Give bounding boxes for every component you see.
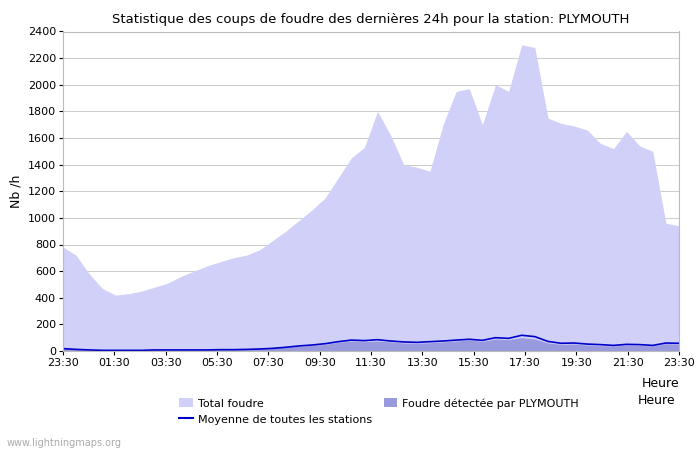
Legend: Total foudre, Moyenne de toutes les stations, Foudre détectée par PLYMOUTH: Total foudre, Moyenne de toutes les stat… <box>179 398 579 425</box>
Y-axis label: Nb /h: Nb /h <box>9 175 22 208</box>
Title: Statistique des coups de foudre des dernières 24h pour la station: PLYMOUTH: Statistique des coups de foudre des dern… <box>112 13 630 26</box>
Text: www.lightningmaps.org: www.lightningmaps.org <box>7 438 122 448</box>
Text: Heure: Heure <box>641 377 679 390</box>
Text: Heure: Heure <box>638 394 676 407</box>
